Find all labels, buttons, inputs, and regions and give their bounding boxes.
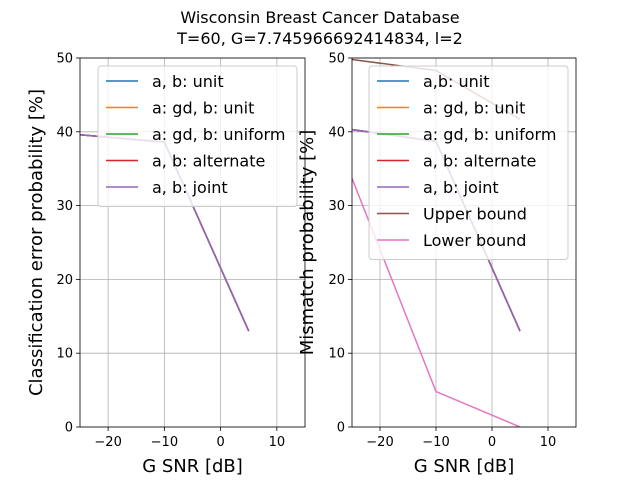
y-tick-label: 20 (328, 273, 345, 288)
x-tick-label: 0 (216, 435, 224, 450)
y-tick-label: 0 (337, 421, 345, 436)
x-tick-label: 10 (269, 435, 286, 450)
legend-entry-label: a, b: joint (152, 178, 228, 197)
y-axis-label: Mismatch probability [%] (297, 130, 318, 355)
y-tick-label: 50 (328, 52, 345, 67)
y-axis-label: Classification error probability [%] (26, 89, 47, 396)
x-tick-label: −10 (151, 435, 178, 450)
legend-entry-label: a, b: joint (423, 178, 499, 197)
y-tick-label: 30 (328, 199, 345, 214)
x-tick-label: −10 (422, 435, 449, 450)
x-tick-label: 10 (540, 435, 557, 450)
legend-entry-label: Upper bound (423, 205, 527, 224)
legend-entry-label: a,b: unit (423, 72, 490, 91)
y-tick-label: 10 (328, 347, 345, 362)
axes-frame (351, 57, 577, 428)
legend-entry-label: Lower bound (423, 231, 526, 250)
axes-frame (79, 57, 306, 428)
x-axis-label: G SNR [dB] (414, 456, 515, 477)
legend-entry-label: a: gd, b: unit (152, 99, 254, 118)
y-tick-label: 40 (328, 125, 345, 140)
y-tick-label: 10 (56, 347, 73, 362)
legend-entry-label: a: gd, b: unit (423, 99, 525, 118)
y-tick-label: 30 (56, 199, 73, 214)
legend-entry-label: a, b: alternate (423, 152, 536, 171)
y-tick-label: 0 (65, 421, 73, 436)
legend: a, b: unit a: gd, b: unit a: gd, b: unifor… (97, 65, 298, 207)
legend-entry-label: a, b: unit (152, 72, 224, 91)
mismatch-probability-chart: −20 −10 0 10 0 10 20 30 40 50 G SNR [dB] Mismatch p… (297, 52, 577, 477)
legend-entry-label: a, b: alternate (152, 152, 265, 171)
x-tick-label: −20 (366, 435, 393, 450)
figure-title-line-1: Wisconsin Breast Cancer Database (180, 8, 459, 27)
figure-title-line-2: T=60, G=7.745966692414834, l=2 (176, 29, 463, 48)
y-tick-label: 40 (56, 125, 73, 140)
x-axis-label: G SNR [dB] (142, 456, 243, 477)
x-tick-label: −20 (94, 435, 121, 450)
classification-error-chart: −20 −10 0 10 0 10 20 30 40 50 G SNR [dB] Classifica… (26, 52, 306, 477)
y-tick-label: 50 (56, 52, 73, 67)
legend: a,b: unit a: gd, b: unit a: gd, b: uniform… (368, 65, 569, 260)
x-tick-label: 0 (488, 435, 496, 450)
legend-entry-label: a: gd, b: uniform (423, 125, 556, 144)
y-tick-label: 20 (56, 273, 73, 288)
legend-entry-label: a: gd, b: uniform (152, 125, 285, 144)
